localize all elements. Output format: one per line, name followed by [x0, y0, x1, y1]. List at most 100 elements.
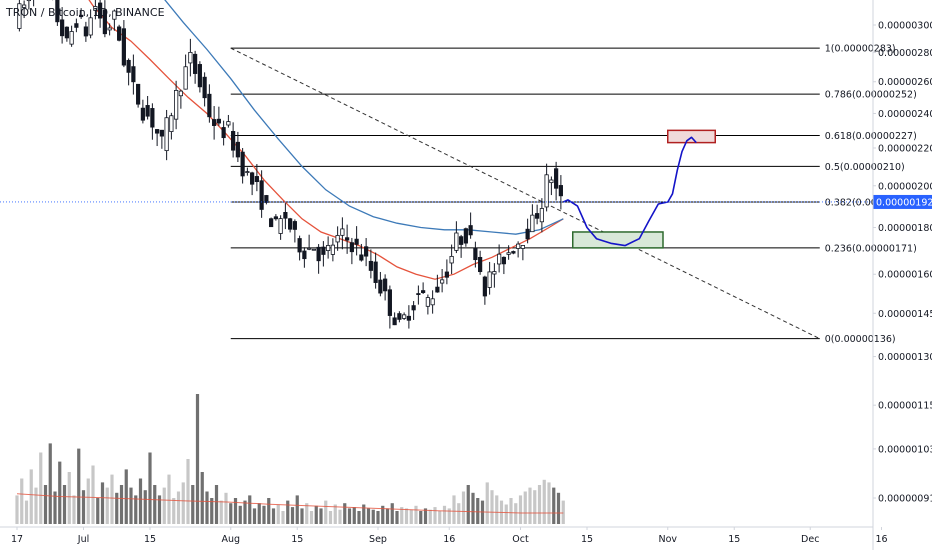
- candle-body: [250, 172, 255, 185]
- candle-body: [88, 17, 93, 36]
- volume-bar: [176, 491, 181, 524]
- fib-level-label: 0.5(0.00000210): [825, 162, 905, 173]
- y-tick-label: 0.00000260: [878, 77, 932, 88]
- volume-bar: [20, 478, 24, 524]
- volume-bar: [419, 511, 423, 524]
- candle-body: [26, 0, 31, 2]
- candle-body: [321, 246, 326, 255]
- volume-bar: [143, 490, 147, 524]
- candle-body: [288, 218, 293, 230]
- candle-body: [231, 131, 236, 151]
- volume-bar: [148, 452, 152, 524]
- candle-body: [226, 121, 231, 126]
- volume-bar: [442, 505, 447, 524]
- volume-bar: [366, 508, 371, 524]
- volume-bar: [34, 487, 38, 524]
- y-tick-label: 0.00000130: [878, 352, 932, 363]
- candle-body: [269, 218, 274, 228]
- candle-body: [373, 261, 378, 283]
- current-price-tag: [873, 194, 932, 209]
- moving-average-long-line: [164, 0, 564, 235]
- candle-body: [140, 107, 145, 121]
- fib-level-label: 0.382(0.00000192): [825, 197, 917, 208]
- volume-bar: [533, 490, 537, 524]
- volume-bar: [509, 498, 513, 524]
- volume-bar: [471, 492, 475, 524]
- volume-bar: [447, 508, 451, 524]
- candle-body: [354, 238, 359, 245]
- volume-bar: [81, 490, 86, 524]
- volume-bar: [233, 498, 238, 524]
- volume-bar: [39, 452, 43, 524]
- candle-body: [506, 252, 511, 255]
- volume-bar: [167, 474, 171, 524]
- candle-body: [60, 19, 65, 37]
- candles-layer: [17, 0, 563, 329]
- candle-body: [364, 246, 369, 257]
- candle-body: [392, 317, 397, 326]
- volume-bar: [62, 485, 67, 524]
- candle-body: [463, 228, 468, 244]
- volume-bar: [400, 507, 404, 524]
- volume-bar: [243, 500, 247, 524]
- volume-bar: [138, 478, 143, 524]
- volume-bar: [271, 508, 276, 524]
- volume-bar: [347, 508, 352, 524]
- volume-bar: [195, 394, 200, 524]
- candle-body: [487, 271, 492, 288]
- candle-body: [340, 228, 345, 236]
- candle-body: [193, 53, 198, 74]
- fib-level-label: 0.618(0.00000227): [825, 131, 917, 142]
- fib-level-label: 0.786(0.00000252): [825, 90, 917, 101]
- candle-body: [421, 290, 426, 293]
- volume-bar: [96, 498, 100, 524]
- volume-bar: [267, 498, 271, 524]
- volume-bar: [295, 495, 299, 524]
- volume-bar: [276, 504, 280, 524]
- volume-bar: [77, 448, 81, 524]
- volume-bar: [556, 492, 561, 524]
- volume-bar: [452, 495, 456, 524]
- candle-body: [74, 23, 79, 28]
- volume-bar: [129, 487, 133, 524]
- x-tick-label: Aug: [221, 534, 240, 545]
- x-tick-label: 16: [443, 534, 455, 545]
- volume-bar: [514, 503, 518, 524]
- volume-bar: [504, 504, 508, 524]
- candle-body: [197, 64, 202, 88]
- candle-body: [112, 10, 117, 20]
- volume-bar: [205, 491, 209, 524]
- candle-body: [240, 151, 245, 177]
- candle-body: [102, 9, 107, 35]
- volume-bar: [376, 511, 380, 524]
- candle-body: [501, 256, 506, 265]
- candle-body: [79, 14, 84, 18]
- volume-bar: [124, 469, 128, 524]
- candle-body: [117, 26, 122, 41]
- candle-body: [335, 235, 340, 243]
- candle-body: [159, 129, 164, 137]
- candle-body: [307, 247, 312, 250]
- candle-body: [311, 248, 316, 251]
- candle-body: [145, 105, 150, 117]
- y-tick-label: 0.00000091: [878, 494, 932, 505]
- x-tick-label: Dec: [801, 534, 819, 545]
- candle-body: [430, 298, 435, 306]
- candle-body: [359, 254, 364, 261]
- candle-body: [444, 271, 449, 278]
- volume-bar: [457, 503, 461, 524]
- volume-bar: [433, 507, 437, 524]
- volume-bar: [414, 505, 418, 524]
- candle-body: [326, 245, 331, 251]
- candle-body: [98, 2, 103, 19]
- volume-bar: [229, 503, 233, 524]
- candle-body: [212, 119, 217, 126]
- candle-body: [264, 195, 269, 203]
- volume-bar: [490, 490, 494, 524]
- volume-bar: [29, 469, 33, 524]
- candle-body: [245, 171, 250, 173]
- y-tick-label: 0.00000115: [878, 401, 932, 412]
- candle-body: [207, 93, 212, 118]
